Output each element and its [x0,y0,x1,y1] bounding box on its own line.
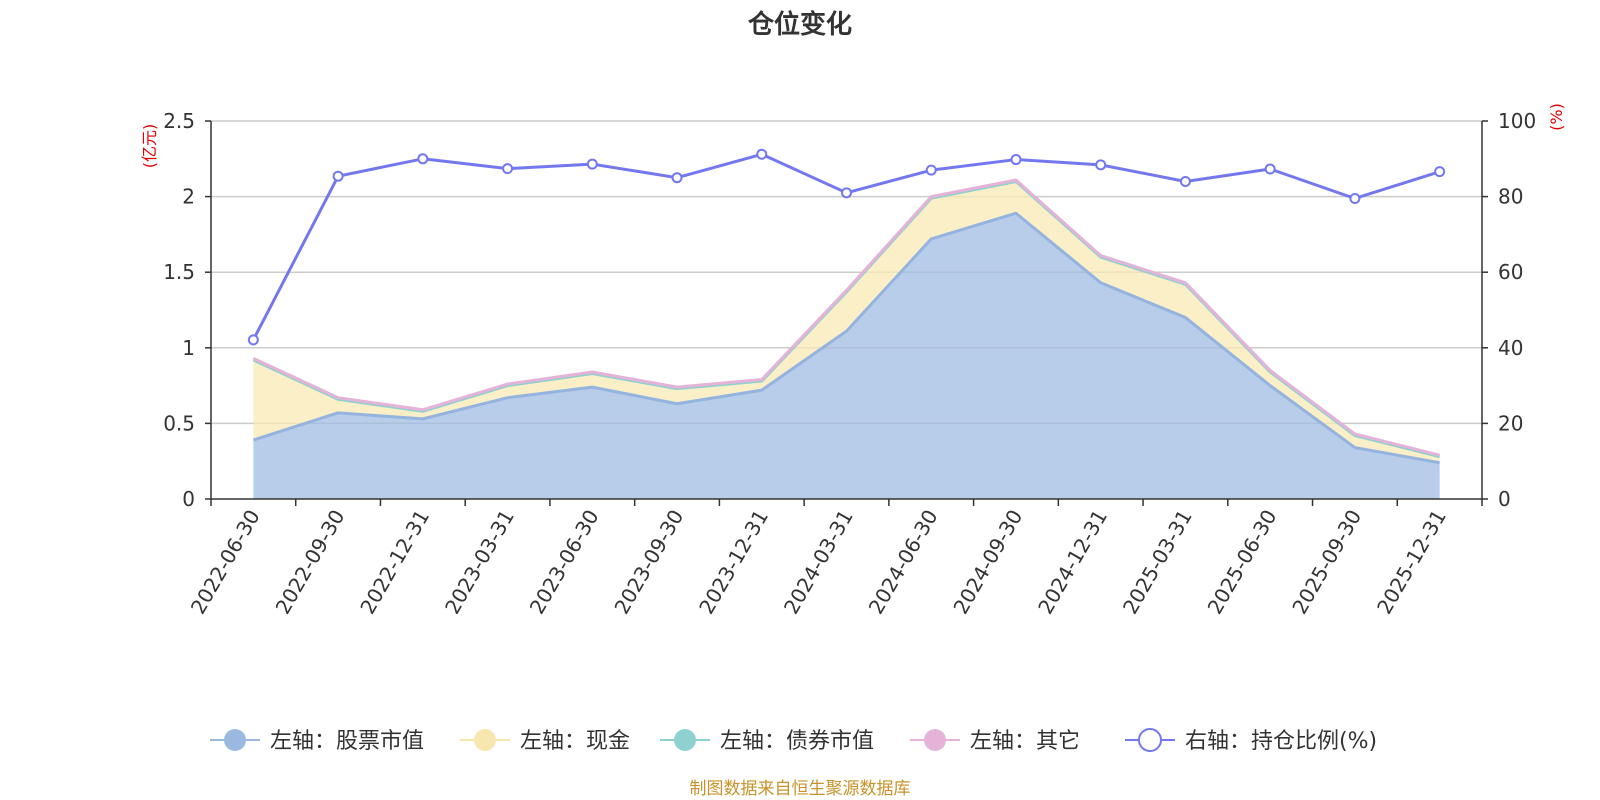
ratio-point [1179,175,1191,187]
x-tick-label: 2025-03-31 [1118,506,1197,619]
ratio-point [1349,192,1361,204]
ratio-point [1264,163,1276,175]
area-edge-4 [252,178,1440,457]
ratio-point [332,170,344,182]
left-tick-label: 1 [182,336,195,360]
area-edge-1 [252,211,1440,465]
ratio-point [925,164,937,176]
legend-marker [674,729,696,751]
left-tick-label: 1.5 [163,260,195,284]
data-source-note: 制图数据来自恒生聚源数据库 [690,779,911,799]
legend-marker [924,729,946,751]
right-tick-label: 100 [1498,109,1536,133]
legend-item: 左轴：现金 [460,729,630,754]
legend-marker [474,729,496,751]
legend-item: 左轴：其它 [910,729,1080,754]
left-tick-label: 0 [182,487,195,511]
right-axis-unit: (%) [1547,103,1566,131]
right-tick-label: 20 [1498,411,1523,435]
legend-item: 右轴：持仓比例(%) [1125,728,1377,754]
legend-label: 左轴：股票市值 [270,729,424,754]
x-tick-label: 2022-06-30 [186,506,265,619]
left-tick-label: 2 [182,185,195,209]
legend-item: 左轴：债券市值 [660,729,874,754]
ratio-point [1434,166,1446,178]
x-tick-label: 2025-09-30 [1287,506,1366,619]
left-axis-unit: (亿元) [140,124,159,169]
right-tick-label: 80 [1498,185,1523,209]
ratio-point [1095,159,1107,171]
ratio-point [502,163,514,175]
right-tick-label: 0 [1498,487,1511,511]
legend-label: 右轴：持仓比例(%) [1185,729,1377,754]
legend-label: 左轴：债券市值 [720,729,874,754]
ratio-point [417,153,429,165]
x-tick-label: 2022-09-30 [271,506,350,619]
left-tick-label: 2.5 [163,109,195,133]
ratio-point [586,158,598,170]
x-tick-label: 2023-06-30 [525,506,604,619]
holding-ratio-line [247,148,1446,346]
legend-marker [1138,728,1162,752]
ratio-point [1010,154,1022,166]
x-tick-label: 2024-09-30 [948,506,1027,619]
legend-item: 左轴：股票市值 [210,729,424,754]
left-tick-label: 0.5 [163,411,195,435]
legend: 左轴：股票市值 左轴：现金 左轴：债券市值 左轴：其它 右轴：持仓比例(%) [210,728,1377,754]
x-tick-label: 2025-06-30 [1203,506,1282,619]
x-tick-label: 2023-03-31 [440,506,519,619]
area-2 [253,181,1440,463]
x-tick-label: 2023-12-31 [694,506,773,619]
ratio-point [756,148,768,160]
area-1 [253,213,1440,499]
chart-title: 仓位变化 [747,9,852,40]
ratio-point [671,172,683,184]
x-tick-label: 2023-09-30 [609,506,688,619]
x-tick-label: 2024-03-31 [779,506,858,619]
stacked-areas [252,178,1440,499]
legend-marker [224,729,246,751]
ratio-point [841,187,852,199]
x-tick-label: 2022-12-31 [355,506,434,619]
x-tick-label: 2024-06-30 [864,506,943,619]
legend-label: 左轴：其它 [970,729,1080,754]
x-tick-label: 2024-12-31 [1033,506,1112,619]
ratio-point [247,334,259,346]
legend-label: 左轴：现金 [520,729,630,754]
right-tick-label: 60 [1498,260,1523,284]
right-tick-label: 40 [1498,336,1523,360]
x-tick-label: 2025-12-31 [1372,506,1451,619]
